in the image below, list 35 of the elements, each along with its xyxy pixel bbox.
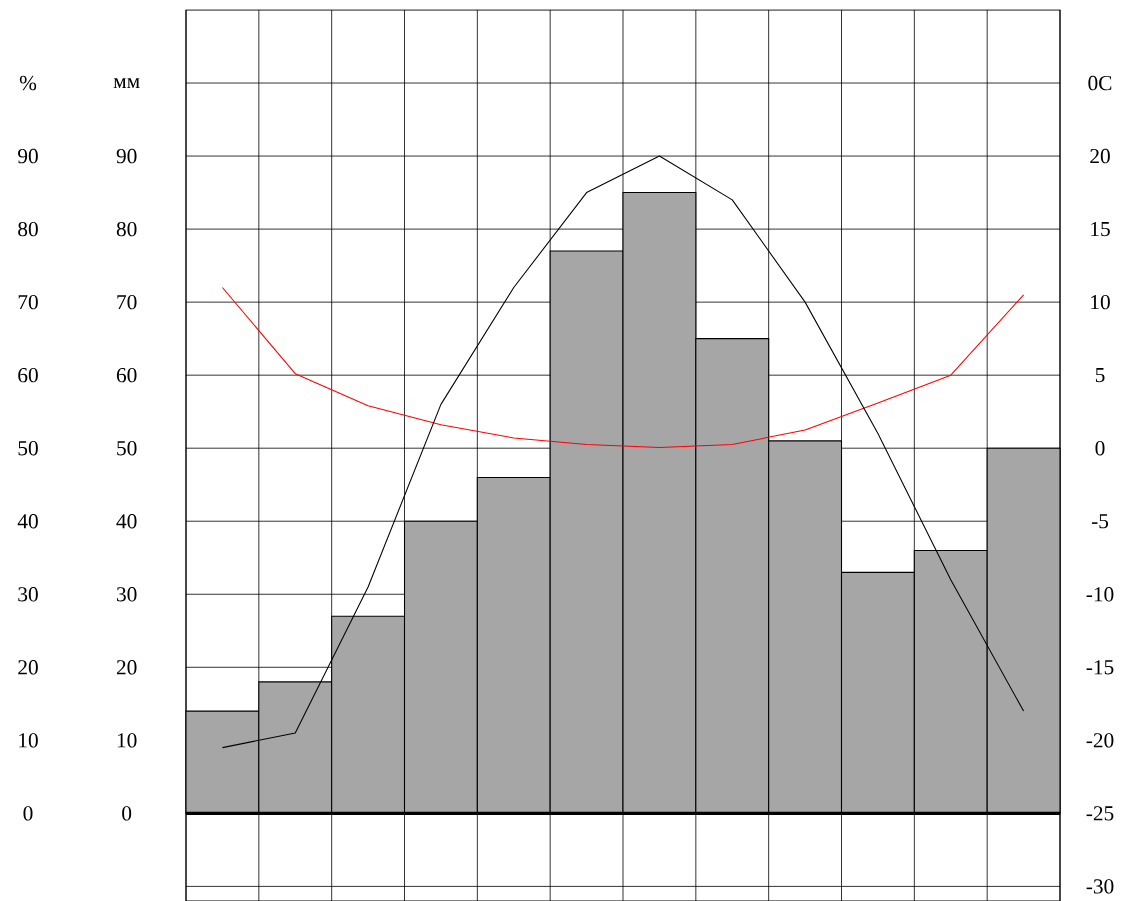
y2-tick-label: -15 [1086,660,1114,675]
y2-tick-label: -25 [1086,806,1114,821]
y3-tick-label: 80 [18,221,38,237]
y3-tick-label: 70 [18,294,38,310]
y3-tick-label: 90 [18,148,38,164]
y2-axis-title: 0C [1088,75,1112,91]
y2-tick-label: -30 [1086,879,1114,894]
y3-axis-title: % [19,75,37,91]
y3-tick-label: 50 [18,441,38,456]
y2-tick-label: -5 [1091,514,1109,529]
y-tick-label: 80 [116,221,137,237]
y-tick-label: 90 [116,148,137,164]
y-tick-label: 20 [116,660,137,675]
y3-tick-label: 60 [18,367,38,383]
y2-tick-label: 0 [1095,441,1105,456]
y-tick-label: 50 [117,441,137,456]
y3-tick-label: 40 [17,514,38,529]
y2-tick-label: 20 [1090,148,1110,164]
y2-tick-label: 5 [1095,368,1105,383]
y3-tick-label: 20 [18,660,38,675]
y2-tick-label: 15 [1091,221,1110,237]
y-tick-label: 0 [122,806,132,821]
y2-tick-label: 10 [1091,294,1110,310]
y2-tick-label: -20 [1086,733,1114,748]
y2-tick-label: -10 [1086,587,1114,602]
y-tick-label: 70 [117,294,137,310]
line-series [221,286,1025,449]
y3-tick-label: 30 [18,587,38,602]
y-tick-label: 10 [117,733,137,748]
y-tick-label: 40 [116,514,137,529]
y3-tick-label: 10 [19,733,38,748]
y-axis-title: мм [113,78,140,88]
y3-tick-label: 0 [23,806,33,821]
y-tick-label: 60 [116,367,137,383]
y-tick-label: 30 [117,587,137,602]
